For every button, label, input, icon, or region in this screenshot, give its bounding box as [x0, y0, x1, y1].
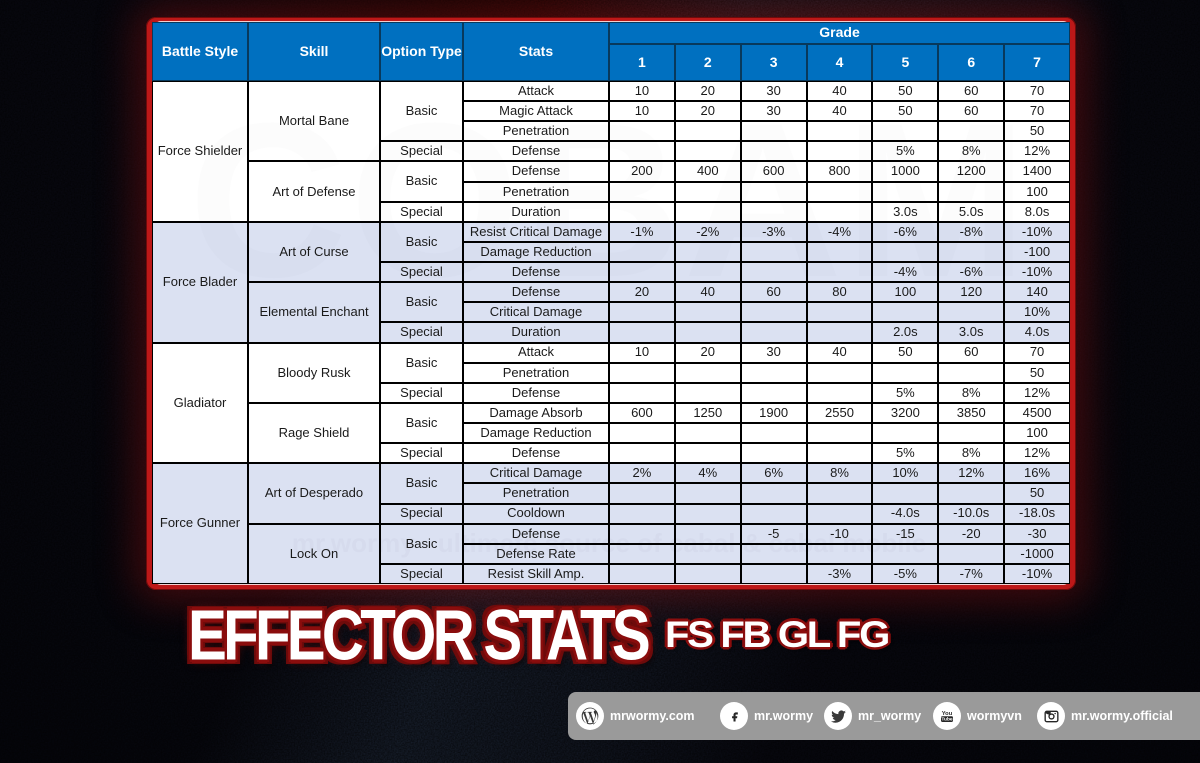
svg-text:Tube: Tube: [941, 717, 953, 723]
svg-text:You: You: [942, 711, 953, 717]
